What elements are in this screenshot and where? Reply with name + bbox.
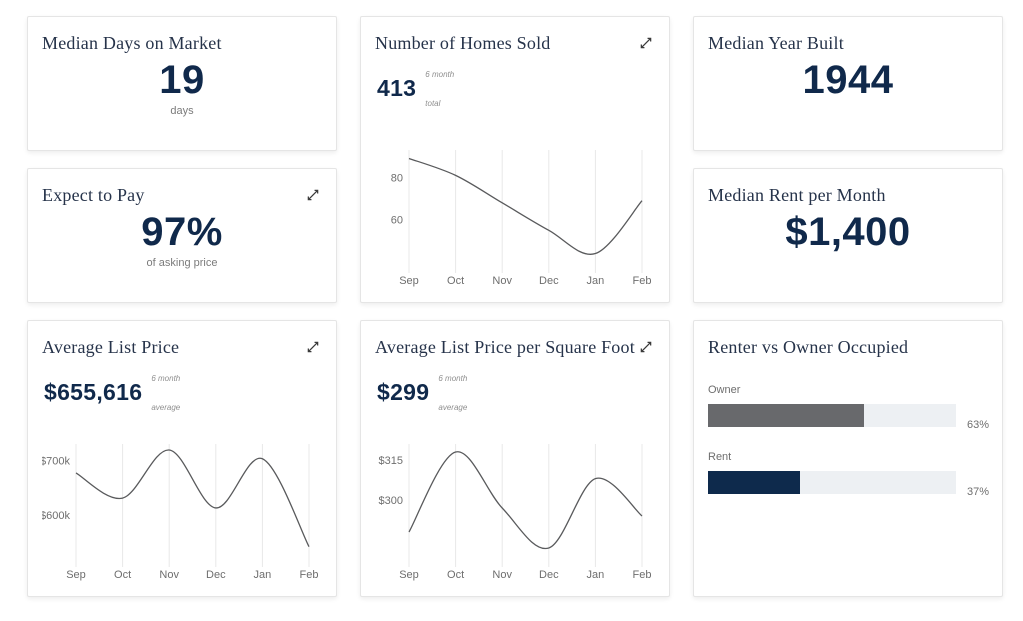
owner-bar-percent: 63% <box>967 418 990 431</box>
card-renter-vs-owner: Renter vs Owner Occupied Owner 63% Rent <box>693 320 1003 597</box>
expand-icon <box>307 341 319 353</box>
svg-text:Oct: Oct <box>114 569 131 581</box>
stat-qualifiers: 6 month average <box>438 373 467 413</box>
svg-text:Oct: Oct <box>447 275 464 287</box>
homes-sold-value: 413 <box>377 75 417 101</box>
rent-bar-line: 37% <box>708 470 989 498</box>
card-median-year-built: Median Year Built 1944 <box>693 16 1003 151</box>
svg-text:Feb: Feb <box>633 569 652 581</box>
card-expect-to-pay: Expect to Pay 97% of asking price <box>27 168 337 303</box>
price-per-sqft-value: $299 <box>377 379 430 405</box>
expand-button[interactable] <box>637 34 655 52</box>
card-title: Renter vs Owner Occupied <box>708 337 909 357</box>
svg-text:Feb: Feb <box>633 275 652 287</box>
card-header: Renter vs Owner Occupied <box>708 336 988 359</box>
stat-qualifiers: 6 month average <box>151 373 180 413</box>
svg-text:Jan: Jan <box>587 275 605 287</box>
expand-button[interactable] <box>637 338 655 356</box>
qualifier-period: 6 month <box>151 373 181 383</box>
svg-text:80: 80 <box>391 172 403 184</box>
card-median-rent-per-month: Median Rent per Month $1,400 <box>693 168 1003 303</box>
card-title: Number of Homes Sold <box>375 33 551 53</box>
card-median-days-on-market: Median Days on Market 19 days <box>27 16 337 151</box>
svg-text:Nov: Nov <box>492 275 512 287</box>
card-body: 1944 <box>708 55 988 101</box>
svg-text:Nov: Nov <box>159 569 179 581</box>
avg-list-price-value: $655,616 <box>44 379 143 405</box>
owner-bar-line: 63% <box>708 403 989 431</box>
svg-text:60: 60 <box>391 215 403 227</box>
rent-per-month-value: $1,400 <box>785 209 911 254</box>
expand-button[interactable] <box>304 338 322 356</box>
svg-text:$300: $300 <box>379 495 403 507</box>
card-header: Number of Homes Sold <box>375 32 655 55</box>
qualifier-period: 6 month <box>425 69 455 79</box>
svg-text:Oct: Oct <box>447 569 464 581</box>
stat-row: 413 6 month total <box>377 69 655 109</box>
price-per-sqft-chart: Sep Oct Nov Dec Jan Feb $315 $300 <box>379 444 652 581</box>
owner-bar-track <box>708 403 956 427</box>
card-title: Average List Price per Square Foot <box>375 337 635 357</box>
card-body: 97% of asking price <box>42 207 322 269</box>
svg-text:Nov: Nov <box>492 569 512 581</box>
svg-text:Jan: Jan <box>587 569 605 581</box>
owner-bar-group: Owner 63% <box>708 383 989 431</box>
card-average-list-price: Average List Price $655,616 6 month aver… <box>27 320 337 597</box>
stat-qualifiers: 6 month total <box>425 69 454 109</box>
svg-text:Dec: Dec <box>539 569 559 581</box>
card-title: Median Rent per Month <box>708 185 886 205</box>
avg-list-price-chart: Sep Oct Nov Dec Jan Feb $700k $600k <box>42 444 319 581</box>
svg-text:Sep: Sep <box>66 569 86 581</box>
svg-text:Dec: Dec <box>539 275 559 287</box>
qualifier-kind: average <box>438 402 468 412</box>
rent-bar-track <box>708 470 956 494</box>
card-title: Median Year Built <box>708 33 844 53</box>
expect-to-pay-value: 97% <box>141 209 223 254</box>
card-title: Expect to Pay <box>42 185 145 205</box>
expect-to-pay-unit: of asking price <box>146 256 218 269</box>
card-title: Median Days on Market <box>42 33 222 53</box>
owner-bar-fill <box>708 403 865 427</box>
card-header: Median Rent per Month <box>708 184 988 207</box>
rent-bar-group: Rent 37% <box>708 450 989 498</box>
qualifier-kind: average <box>151 402 181 412</box>
card-price-per-square-foot: Average List Price per Square Foot $299 … <box>360 320 670 597</box>
card-header: Median Days on Market <box>42 32 322 55</box>
expand-icon <box>640 37 652 49</box>
svg-text:$315: $315 <box>379 455 403 467</box>
card-number-of-homes-sold: Number of Homes Sold 413 6 month total S… <box>360 16 670 303</box>
svg-text:Feb: Feb <box>300 569 319 581</box>
homes-sold-chart: Sep Oct Nov Dec Jan Feb 80 60 <box>391 150 652 287</box>
qualifier-period: 6 month <box>438 373 468 383</box>
stats-grid: Median Days on Market 19 days Number of … <box>27 16 1003 597</box>
year-built-value: 1944 <box>802 57 894 102</box>
svg-text:$700k: $700k <box>42 455 70 467</box>
svg-text:Dec: Dec <box>206 569 226 581</box>
qualifier-kind: total <box>425 98 441 108</box>
days-on-market-unit: days <box>170 104 194 117</box>
card-body: 19 days <box>42 55 322 117</box>
stat-row: $655,616 6 month average <box>44 373 322 413</box>
card-header: Expect to Pay <box>42 184 322 207</box>
svg-text:Jan: Jan <box>254 569 272 581</box>
rent-bar-label: Rent <box>708 450 732 463</box>
card-header: Average List Price <box>42 336 322 359</box>
svg-text:$600k: $600k <box>42 510 70 522</box>
svg-text:Sep: Sep <box>399 275 419 287</box>
card-body: $1,400 <box>708 207 988 253</box>
owner-bar-label: Owner <box>708 383 741 396</box>
card-header: Median Year Built <box>708 32 988 55</box>
rent-bar-fill <box>708 470 800 494</box>
expand-button[interactable] <box>304 186 322 204</box>
days-on-market-value: 19 <box>159 57 205 102</box>
svg-text:Sep: Sep <box>399 569 419 581</box>
card-title: Average List Price <box>42 337 180 357</box>
expand-icon <box>307 189 319 201</box>
rent-bar-percent: 37% <box>967 485 990 498</box>
card-header: Average List Price per Square Foot <box>375 336 655 359</box>
expand-icon <box>640 341 652 353</box>
stat-row: $299 6 month average <box>377 373 655 413</box>
